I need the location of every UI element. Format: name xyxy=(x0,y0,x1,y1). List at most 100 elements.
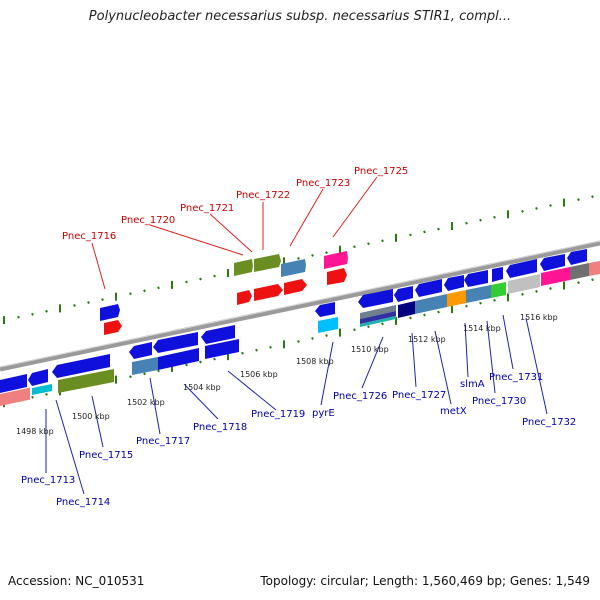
gene-red-4[interactable] xyxy=(284,279,307,295)
label-pnec-1727[interactable]: Pnec_1727 xyxy=(392,390,446,401)
gene-slma[interactable] xyxy=(444,275,464,291)
gene-pnec-1725[interactable] xyxy=(324,251,348,269)
track-tick xyxy=(255,348,258,352)
gene-olive-a[interactable] xyxy=(58,369,114,393)
label-pnec-1716[interactable]: Pnec_1716 xyxy=(62,231,116,242)
gene-blue-c[interactable] xyxy=(205,339,239,359)
track-tick xyxy=(199,360,202,364)
track-tick xyxy=(31,395,34,399)
gene-steel-c[interactable] xyxy=(466,285,491,303)
gene-pnec-1716[interactable] xyxy=(100,304,120,321)
gene-red-5[interactable] xyxy=(327,268,347,285)
gene-red-2[interactable] xyxy=(237,290,252,305)
gene-blue-b[interactable] xyxy=(158,348,199,370)
gene-cyan-b[interactable] xyxy=(318,317,338,333)
gene-pnec-1719[interactable] xyxy=(201,325,235,344)
label-pnec-1730[interactable]: Pnec_1730 xyxy=(472,396,526,407)
gene-pnec-1727[interactable] xyxy=(394,286,413,302)
track-tick xyxy=(409,233,412,237)
track-tick xyxy=(185,363,188,367)
gene-blue-d[interactable] xyxy=(540,254,565,271)
track-tick xyxy=(143,289,146,293)
track-tick xyxy=(311,337,314,340)
gene-pnec-1722[interactable] xyxy=(281,259,306,277)
label-slma[interactable]: slmA xyxy=(460,379,485,390)
track-tick xyxy=(367,242,370,246)
gene-green-a[interactable] xyxy=(491,282,506,298)
gene-teal-a[interactable] xyxy=(360,316,396,327)
gene-pnec-1717[interactable] xyxy=(129,342,152,359)
gene-pnec-1714[interactable] xyxy=(28,369,48,386)
gene-pnec-1718[interactable] xyxy=(153,332,198,353)
track-tick xyxy=(465,221,468,225)
track-tick xyxy=(129,375,132,379)
gene-pnec-1732[interactable] xyxy=(506,259,537,278)
track-tick xyxy=(241,351,244,355)
scale-label-1504: 1504 kbp xyxy=(183,383,221,392)
track-tick xyxy=(437,227,440,231)
gene-navy-a[interactable] xyxy=(360,311,396,324)
label-pnec-1718[interactable]: Pnec_1718 xyxy=(193,422,247,433)
gene-salmon-a[interactable] xyxy=(589,261,600,276)
track-tick xyxy=(591,195,594,199)
gene-steel-b[interactable] xyxy=(415,294,447,314)
accession-text: Accession: NC_010531 xyxy=(8,574,145,588)
gene-pnec-1720[interactable] xyxy=(234,259,253,276)
gene-pnec-1726[interactable] xyxy=(358,289,393,308)
forward-red-genes xyxy=(104,268,347,335)
gene-slate-a[interactable] xyxy=(360,305,396,319)
track-tick xyxy=(577,198,580,202)
track-tick xyxy=(73,304,76,307)
label-pnec-1726[interactable]: Pnec_1726 xyxy=(333,391,387,402)
label-pnec-1715[interactable]: Pnec_1715 xyxy=(79,450,133,461)
gene-blue-e[interactable] xyxy=(567,249,587,265)
forward-gene-labels: Pnec_1716 Pnec_1720 Pnec_1721 Pnec_1722 … xyxy=(62,166,408,242)
label-pnec-1725[interactable]: Pnec_1725 xyxy=(354,166,408,177)
track-tick xyxy=(325,334,328,337)
label-pnec-1714[interactable]: Pnec_1714 xyxy=(56,497,110,508)
gene-pnec-1715[interactable] xyxy=(52,354,110,378)
gene-metx[interactable] xyxy=(415,279,442,297)
gene-silver-a[interactable] xyxy=(508,274,540,294)
gene-red-1[interactable] xyxy=(104,320,122,335)
reverse-tick-row xyxy=(3,278,594,408)
reverse-strand-genes xyxy=(0,249,600,406)
track-tick xyxy=(493,298,496,302)
label-pnec-1717[interactable]: Pnec_1717 xyxy=(136,436,190,447)
gene-cyan-a[interactable] xyxy=(32,384,52,395)
gene-steel-a[interactable] xyxy=(132,357,158,375)
genome-backbone-highlight xyxy=(0,240,600,368)
track-tick xyxy=(129,292,132,296)
forward-tick-row xyxy=(3,195,594,325)
label-pnec-1722[interactable]: Pnec_1722 xyxy=(236,190,290,201)
gene-pink-b[interactable] xyxy=(541,267,570,286)
label-metx[interactable]: metX xyxy=(440,406,467,417)
track-tick xyxy=(381,239,384,243)
gene-pnec-1721[interactable] xyxy=(254,254,281,272)
label-pnec-1731[interactable]: Pnec_1731 xyxy=(489,372,543,383)
scale-label-1498: 1498 kbp xyxy=(16,427,54,436)
gene-navy-b[interactable] xyxy=(398,301,415,318)
scale-labels: 1498 kbp 1500 kbp 1502 kbp 1504 kbp 1506… xyxy=(16,313,558,436)
map-title: Polynucleobacter necessarius subsp. nece… xyxy=(88,9,512,24)
gene-red-3[interactable] xyxy=(254,284,283,301)
track-tick xyxy=(311,254,314,257)
label-pyre[interactable]: pyrE xyxy=(312,408,335,419)
label-pnec-1721[interactable]: Pnec_1721 xyxy=(180,203,234,214)
track-tick xyxy=(185,280,188,284)
label-pnec-1732[interactable]: Pnec_1732 xyxy=(522,417,576,428)
label-pnec-1720[interactable]: Pnec_1720 xyxy=(121,215,175,226)
label-pnec-1713[interactable]: Pnec_1713 xyxy=(21,475,75,486)
gene-pnec-1713[interactable] xyxy=(0,374,27,393)
gene-pnec-1730[interactable] xyxy=(464,270,488,287)
gene-pnec-1731[interactable] xyxy=(492,267,503,282)
gene-1713-pink[interactable] xyxy=(0,387,30,406)
label-pnec-1719[interactable]: Pnec_1719 xyxy=(251,409,305,420)
track-tick xyxy=(549,287,552,290)
track-tick xyxy=(87,301,90,304)
track-tick xyxy=(591,278,594,282)
gene-gray-a[interactable] xyxy=(570,263,589,280)
label-pnec-1723[interactable]: Pnec_1723 xyxy=(296,178,350,189)
gene-pyre[interactable] xyxy=(315,302,335,317)
gene-orange-a[interactable] xyxy=(447,290,466,307)
